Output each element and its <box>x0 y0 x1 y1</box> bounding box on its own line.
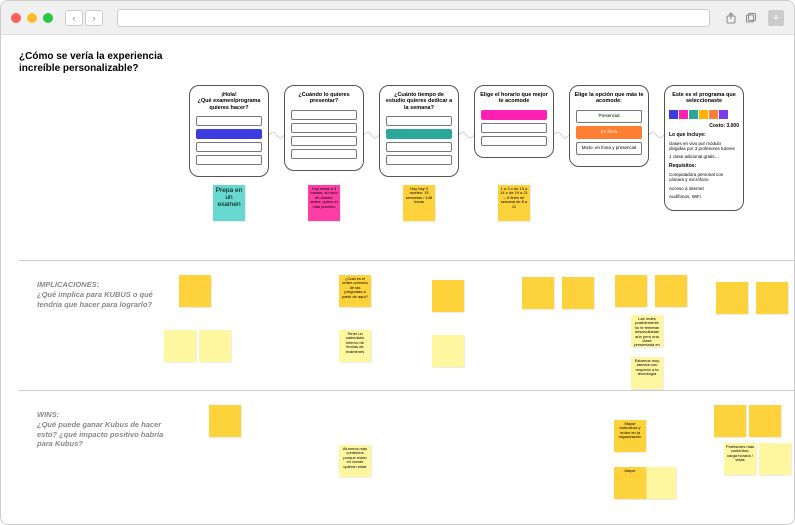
includes-item: 1 clase adicional gratis… <box>669 154 739 159</box>
phone-heading: ¿Cuándo lo quieres presentar? <box>289 92 359 105</box>
sticky-note[interactable]: Las redes posiblemente no te temerán des… <box>631 315 663 347</box>
requirements-heading: Requisitos: <box>669 163 739 169</box>
sticky-note[interactable]: Tener un calendario interno de fechas de… <box>339 330 371 362</box>
sticky-note[interactable] <box>716 282 748 314</box>
tabs-icon[interactable] <box>744 11 758 25</box>
close-icon[interactable] <box>11 13 21 23</box>
share-icon[interactable] <box>724 11 738 25</box>
sticky-note[interactable] <box>562 277 594 309</box>
option-slot[interactable] <box>196 155 262 165</box>
phone-heading: ¿Cuánto tiempo de estudio quieres dedica… <box>384 92 454 111</box>
minimize-icon[interactable] <box>27 13 37 23</box>
phone-sticky-note[interactable]: Hoy estás a 3 meses; al inicio de clases… <box>308 185 340 221</box>
option-slot[interactable] <box>291 110 357 120</box>
cost-label: Costo: 3.000 <box>669 123 739 129</box>
includes-item: clases en vivo por módulo dirigidas por … <box>669 141 739 152</box>
sticky-note[interactable] <box>644 467 676 499</box>
forward-button[interactable]: › <box>85 10 103 26</box>
requirements-item: Audífonos, WiFi <box>669 194 739 199</box>
zoom-icon[interactable] <box>43 13 53 23</box>
sticky-note[interactable] <box>759 443 791 475</box>
connector-arrow <box>269 125 284 165</box>
connector-arrow <box>554 125 569 165</box>
sticky-note[interactable]: Alumnos más contentos porque están en do… <box>339 445 371 477</box>
requirements-item: Acceso a internet <box>669 186 739 191</box>
sticky-note[interactable] <box>655 275 687 307</box>
phone-heading: Elige el horario que mejor te acomode <box>479 92 549 105</box>
sticky-note[interactable] <box>179 275 211 307</box>
phone-frame-3: ¿Cuánto tiempo de estudio quieres dedica… <box>379 85 459 177</box>
sticky-note[interactable]: Estarnos muy atentos con respecto a la t… <box>631 357 663 389</box>
option-slot[interactable] <box>481 110 547 120</box>
browser-window: ‹ › + ¿Cómo se vería la experiencia incr… <box>0 0 795 525</box>
option-slot[interactable] <box>386 129 452 139</box>
option-slot[interactable] <box>196 142 262 152</box>
sticky-note[interactable] <box>209 405 241 437</box>
connector-arrow <box>459 125 474 165</box>
canvas[interactable]: IMPLICACIONES: ¿Qué implica para KUBUS o… <box>19 85 794 524</box>
requirements-item: Computadora personal con cámara y micróf… <box>669 172 739 183</box>
phone-frame-4: Elige el horario que mejor te acomode <box>474 85 554 158</box>
palette-swatches <box>669 110 739 119</box>
option-slot[interactable] <box>291 149 357 159</box>
sticky-note[interactable] <box>432 280 464 312</box>
phone-sticky-note[interactable]: Prepa en un examen <box>213 185 245 221</box>
sticky-note[interactable] <box>164 330 196 362</box>
connector-arrow <box>649 125 664 165</box>
option-slot[interactable] <box>481 123 547 133</box>
sticky-note[interactable] <box>522 277 554 309</box>
sticky-note[interactable]: Mayor <box>614 467 646 499</box>
modality-option[interactable]: En línea <box>576 126 642 139</box>
url-bar[interactable] <box>117 9 710 27</box>
sticky-note[interactable] <box>615 275 647 307</box>
new-tab-button[interactable]: + <box>768 10 784 26</box>
phone-sticky-note[interactable]: 1 a 3 o de 13 a 14 o de 19 a 21 – 6 fine… <box>498 185 530 221</box>
sticky-note[interactable] <box>432 335 464 367</box>
sticky-note[interactable] <box>199 330 231 362</box>
section-divider <box>19 260 794 261</box>
option-slot[interactable] <box>386 116 452 126</box>
sticky-note[interactable] <box>749 405 781 437</box>
phone-heading: Este es el programa que seleccionaste <box>669 92 739 105</box>
sticky-note[interactable]: Mayor estructura y orden en la organizac… <box>614 420 646 452</box>
phone-heading: Elige la opción que más te acomode: <box>574 92 644 105</box>
phone-frame-2: ¿Cuándo lo quieres presentar? <box>284 85 364 171</box>
option-slot[interactable] <box>196 129 262 139</box>
includes-heading: Lo que incluye: <box>669 132 739 138</box>
row-label-wins: WINS: ¿Qué puede ganar Kubus de hacer es… <box>37 410 177 449</box>
phone-heading: ¡Hola! ¿Qué examen/programa quieres hace… <box>194 92 264 111</box>
page-content: ¿Cómo se vería la experiencia increíble … <box>1 35 794 524</box>
option-slot[interactable] <box>386 155 452 165</box>
modality-option[interactable]: Presencial <box>576 110 642 123</box>
page-title: ¿Cómo se vería la experiencia increíble … <box>19 51 189 75</box>
phone-sticky-note[interactable]: Hoy hay 3 niveles: 15 semanas / 148 hora… <box>403 185 435 221</box>
row-label-implicaciones: IMPLICACIONES: ¿Qué implica para KUBUS o… <box>37 280 177 309</box>
browser-chrome: ‹ › + <box>1 1 794 35</box>
phone-frame-1: ¡Hola! ¿Qué examen/programa quieres hace… <box>189 85 269 177</box>
phone-frame-6: Este es el programa que seleccionaste Cos… <box>664 85 744 211</box>
modality-option[interactable]: Mixto: en línea y presencial <box>576 142 642 155</box>
sticky-note[interactable]: ¿Cuál es el orden correcto de las pregun… <box>339 275 371 307</box>
back-button[interactable]: ‹ <box>65 10 83 26</box>
option-slot[interactable] <box>291 136 357 146</box>
option-slot[interactable] <box>196 116 262 126</box>
sticky-note[interactable] <box>714 405 746 437</box>
sticky-note[interactable] <box>756 282 788 314</box>
section-divider <box>19 390 794 391</box>
connector-arrow <box>364 125 379 165</box>
option-slot[interactable] <box>291 123 357 133</box>
option-slot[interactable] <box>481 136 547 146</box>
option-slot[interactable] <box>386 142 452 152</box>
sticky-note[interactable]: Profesores más contentos; carga horaria … <box>724 443 756 475</box>
phone-frame-5: Elige la opción que más te acomode: Prese… <box>569 85 649 167</box>
